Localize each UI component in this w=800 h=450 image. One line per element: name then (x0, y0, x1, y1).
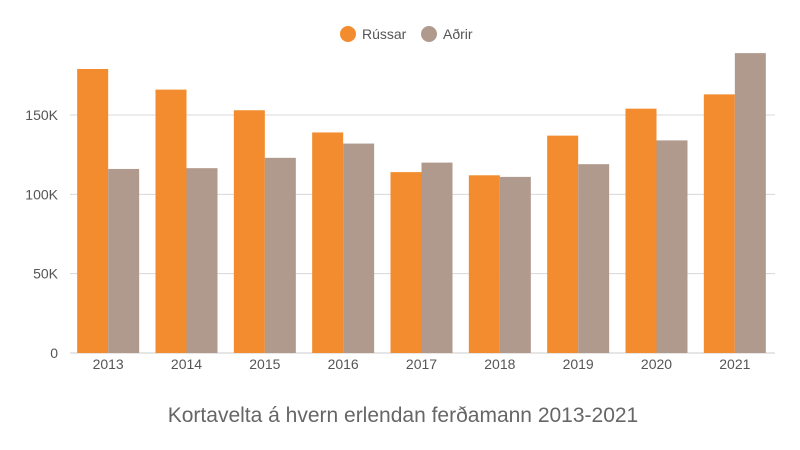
x-tick-label: 2014 (171, 356, 202, 372)
legend-label: Rússar (362, 26, 407, 42)
bar-Aðrir-2021 (734, 53, 766, 354)
y-tick-label: 100K (25, 186, 58, 202)
legend-label: Aðrir (443, 26, 473, 42)
chart-title: Kortavelta á hvern erlendan ferðamann 20… (168, 404, 639, 427)
bar-Rússar-2016 (312, 132, 344, 353)
bar-Rússar-2020 (625, 108, 657, 353)
y-tick-label: 150K (25, 107, 58, 123)
bar-Aðrir-2017 (421, 162, 453, 353)
legend-marker (340, 26, 356, 42)
bar-Aðrir-2014 (186, 168, 218, 353)
bar-Aðrir-2015 (264, 157, 296, 353)
bar-Aðrir-2020 (656, 140, 688, 353)
bar-Rússar-2014 (155, 89, 187, 353)
bar-Aðrir-2016 (343, 143, 375, 353)
y-tick-label: 50K (33, 266, 59, 282)
x-tick-label: 2019 (563, 356, 594, 372)
x-tick-label: 2016 (328, 356, 359, 372)
x-tick-label: 2015 (249, 356, 280, 372)
bar-Rússar-2018 (468, 175, 500, 353)
x-tick-label: 2020 (641, 356, 672, 372)
legend-marker (421, 26, 437, 42)
bar-Rússar-2013 (77, 68, 109, 353)
bar-Rússar-2017 (390, 172, 422, 353)
bar-Rússar-2021 (703, 94, 735, 353)
bar-Aðrir-2013 (108, 168, 140, 353)
bar-Aðrir-2019 (578, 164, 610, 353)
x-tick-label: 2021 (719, 356, 750, 372)
bar-Rússar-2015 (233, 110, 265, 354)
x-tick-label: 2018 (484, 356, 515, 372)
bar-Aðrir-2018 (499, 176, 531, 353)
y-tick-label: 0 (50, 345, 58, 361)
x-tick-label: 2017 (406, 356, 437, 372)
bar-Rússar-2019 (547, 135, 579, 353)
x-tick-label: 2013 (93, 356, 124, 372)
